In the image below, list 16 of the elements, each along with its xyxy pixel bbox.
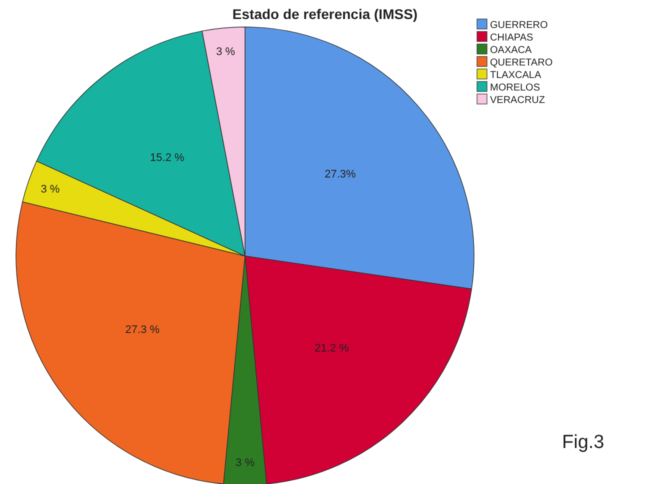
- data-label: 21.2 %: [314, 342, 350, 354]
- data-label: 27.3 %: [125, 324, 160, 336]
- legend-label: QUERETARO: [490, 58, 553, 68]
- chart-title: Estado de referencia (IMSS): [232, 6, 418, 22]
- legend-label: VERACRUZ: [490, 95, 546, 106]
- data-label: 15.2 %: [150, 152, 185, 164]
- caption: Fig.3: [562, 432, 604, 453]
- legend-label: OAXACA: [490, 45, 532, 56]
- data-label: 3 %: [40, 184, 60, 196]
- legend-label: TLAXCALA: [490, 70, 542, 81]
- data-label: 3 %: [216, 46, 236, 58]
- legend-label: MORELOS: [490, 82, 540, 94]
- legend-label: CHIAPAS: [490, 32, 534, 44]
- data-label: 27.3%: [324, 168, 356, 181]
- data-label: 3 %: [236, 457, 255, 470]
- legend-label: GUERRERO: [490, 20, 548, 31]
